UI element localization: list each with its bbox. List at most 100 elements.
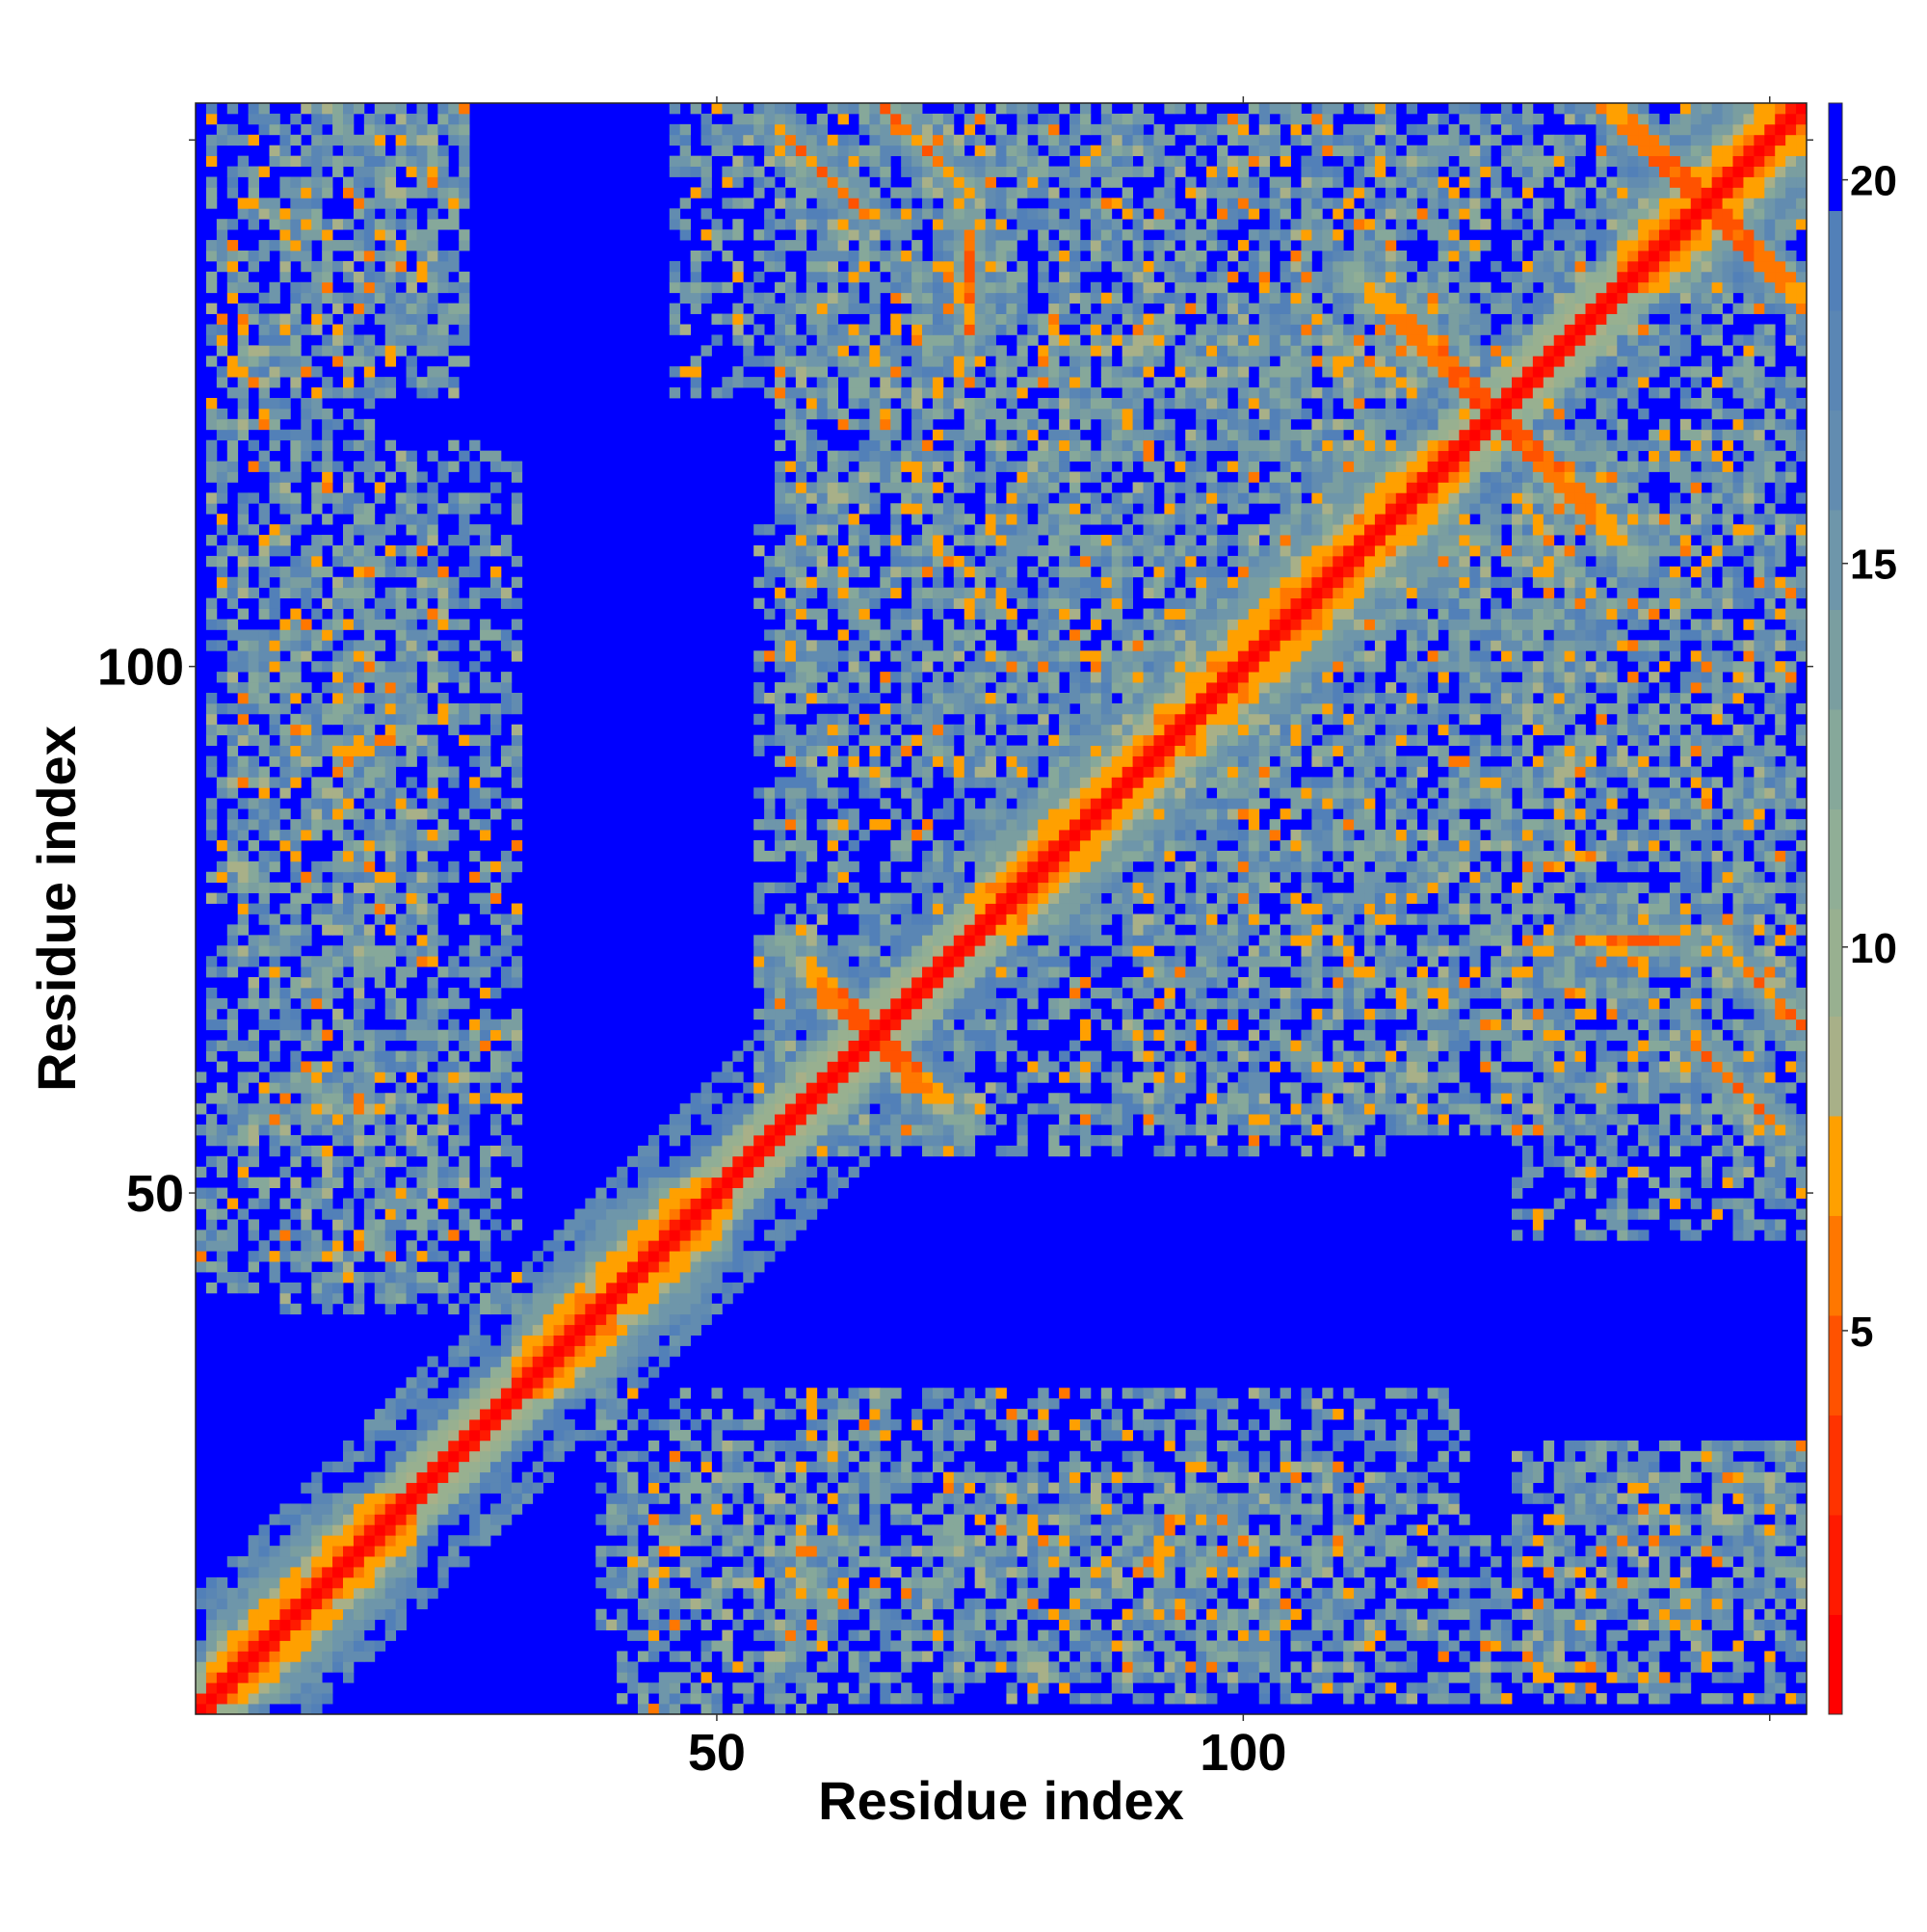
heatmap-cell	[1196, 1567, 1207, 1578]
heatmap-cell	[1395, 1029, 1408, 1041]
heatmap-cell	[374, 1576, 386, 1589]
heatmap-cell	[995, 1019, 1007, 1031]
heatmap-cell	[711, 1145, 723, 1157]
heatmap-cell	[269, 1682, 280, 1694]
heatmap-cell	[1754, 1482, 1765, 1494]
heatmap-cell	[985, 1398, 996, 1410]
heatmap-cell	[732, 1208, 744, 1220]
heatmap-cell	[1512, 1556, 1523, 1568]
heatmap-cell	[279, 1029, 291, 1041]
heatmap-cell	[617, 1587, 628, 1600]
heatmap-cell	[827, 1134, 839, 1147]
heatmap-cell	[922, 1524, 934, 1536]
heatmap-cell	[1143, 1629, 1154, 1641]
heatmap-cell	[427, 1398, 438, 1410]
heatmap-cell	[1143, 1651, 1154, 1662]
heatmap-cell	[384, 1461, 397, 1473]
heatmap-cell	[427, 1471, 438, 1483]
heatmap-cell	[953, 1619, 965, 1630]
heatmap-cell	[553, 1324, 565, 1336]
heatmap-cell	[1659, 1008, 1671, 1020]
heatmap-cell	[301, 1567, 312, 1578]
heatmap-cell	[722, 1461, 733, 1473]
heatmap-cell	[901, 1061, 912, 1072]
heatmap-cell	[858, 1061, 870, 1072]
heatmap-cell	[617, 1503, 628, 1515]
heatmap-cell	[711, 1704, 723, 1715]
heatmap-cell	[489, 1292, 502, 1305]
heatmap-cell	[1416, 1682, 1428, 1694]
heatmap-cell	[279, 1134, 291, 1147]
heatmap-cell	[269, 1567, 280, 1578]
heatmap-cell	[322, 1693, 333, 1705]
heatmap-cell	[890, 1640, 902, 1652]
heatmap-cell	[617, 1661, 628, 1673]
heatmap-cell	[532, 1419, 544, 1431]
heatmap-cell	[1574, 1587, 1586, 1600]
heatmap-cell	[869, 1482, 881, 1494]
heatmap-cell	[1354, 1672, 1365, 1683]
heatmap-cell	[1038, 1651, 1049, 1662]
heatmap-cell	[964, 1145, 976, 1157]
heatmap-cell	[1690, 1619, 1703, 1630]
heatmap-cell	[974, 1535, 987, 1547]
heatmap-cell	[1448, 1019, 1460, 1031]
heatmap-cell	[427, 1134, 438, 1147]
heatmap-cell	[711, 1093, 723, 1104]
heatmap-cell	[1343, 1429, 1355, 1442]
heatmap-cell	[974, 1619, 987, 1630]
heatmap-cell	[964, 1461, 976, 1473]
heatmap-cell	[743, 1125, 754, 1136]
heatmap-cell	[1196, 1524, 1207, 1536]
heatmap-cell	[1521, 1471, 1534, 1483]
heatmap-cell	[1333, 1040, 1344, 1051]
heatmap-cell	[858, 1388, 870, 1399]
heatmap-cell	[775, 1576, 786, 1589]
heatmap-cell	[837, 1072, 849, 1083]
heatmap-cell	[269, 997, 280, 1010]
heatmap-cell	[1301, 1640, 1312, 1652]
heatmap-cell	[564, 1251, 575, 1262]
heatmap-cell	[1574, 1114, 1586, 1125]
heatmap-cell	[1585, 1661, 1597, 1673]
heatmap-cell	[374, 1061, 386, 1072]
heatmap-cell	[1059, 1072, 1070, 1083]
heatmap-cell	[553, 1366, 565, 1378]
heatmap-cell	[290, 1693, 302, 1705]
heatmap-cell	[1196, 1651, 1207, 1662]
heatmap-cell	[395, 1082, 407, 1094]
heatmap-cell	[311, 1061, 323, 1072]
heatmap-cell	[1606, 1440, 1618, 1452]
heatmap-cell	[985, 1125, 996, 1136]
heatmap-cell	[637, 1335, 649, 1346]
heatmap-cell	[848, 1125, 859, 1136]
heatmap-cell	[1038, 1546, 1049, 1557]
heatmap-cell	[248, 1619, 259, 1630]
heatmap-cell	[1521, 1493, 1534, 1504]
heatmap-cell	[1585, 1461, 1597, 1473]
heatmap-cell	[1406, 1388, 1418, 1399]
heatmap-cell	[1754, 1050, 1765, 1062]
heatmap-cell	[1079, 1546, 1092, 1557]
heatmap-cell	[942, 1598, 955, 1610]
heatmap-cell	[1553, 1619, 1566, 1630]
heatmap-cell	[1659, 1471, 1671, 1483]
heatmap-cell	[574, 1219, 586, 1231]
heatmap-cell	[1237, 1651, 1250, 1662]
heatmap-cell	[1059, 1514, 1070, 1525]
heatmap-cell	[406, 1198, 417, 1209]
heatmap-cell	[1606, 1629, 1618, 1641]
heatmap-cell	[521, 1261, 534, 1273]
heatmap-cell	[658, 1682, 671, 1694]
heatmap-cell	[679, 1514, 692, 1525]
heatmap-cell	[564, 1335, 575, 1346]
heatmap-cell	[427, 1050, 438, 1062]
heatmap-cell	[1669, 1177, 1681, 1188]
heatmap-cell	[395, 1461, 407, 1473]
heatmap-cell	[1016, 1640, 1028, 1652]
heatmap-cell	[1764, 1072, 1776, 1083]
heatmap-cell	[1512, 1093, 1523, 1104]
heatmap-cell	[869, 1072, 881, 1083]
heatmap-cell	[459, 1103, 470, 1115]
heatmap-cell	[658, 1166, 671, 1178]
